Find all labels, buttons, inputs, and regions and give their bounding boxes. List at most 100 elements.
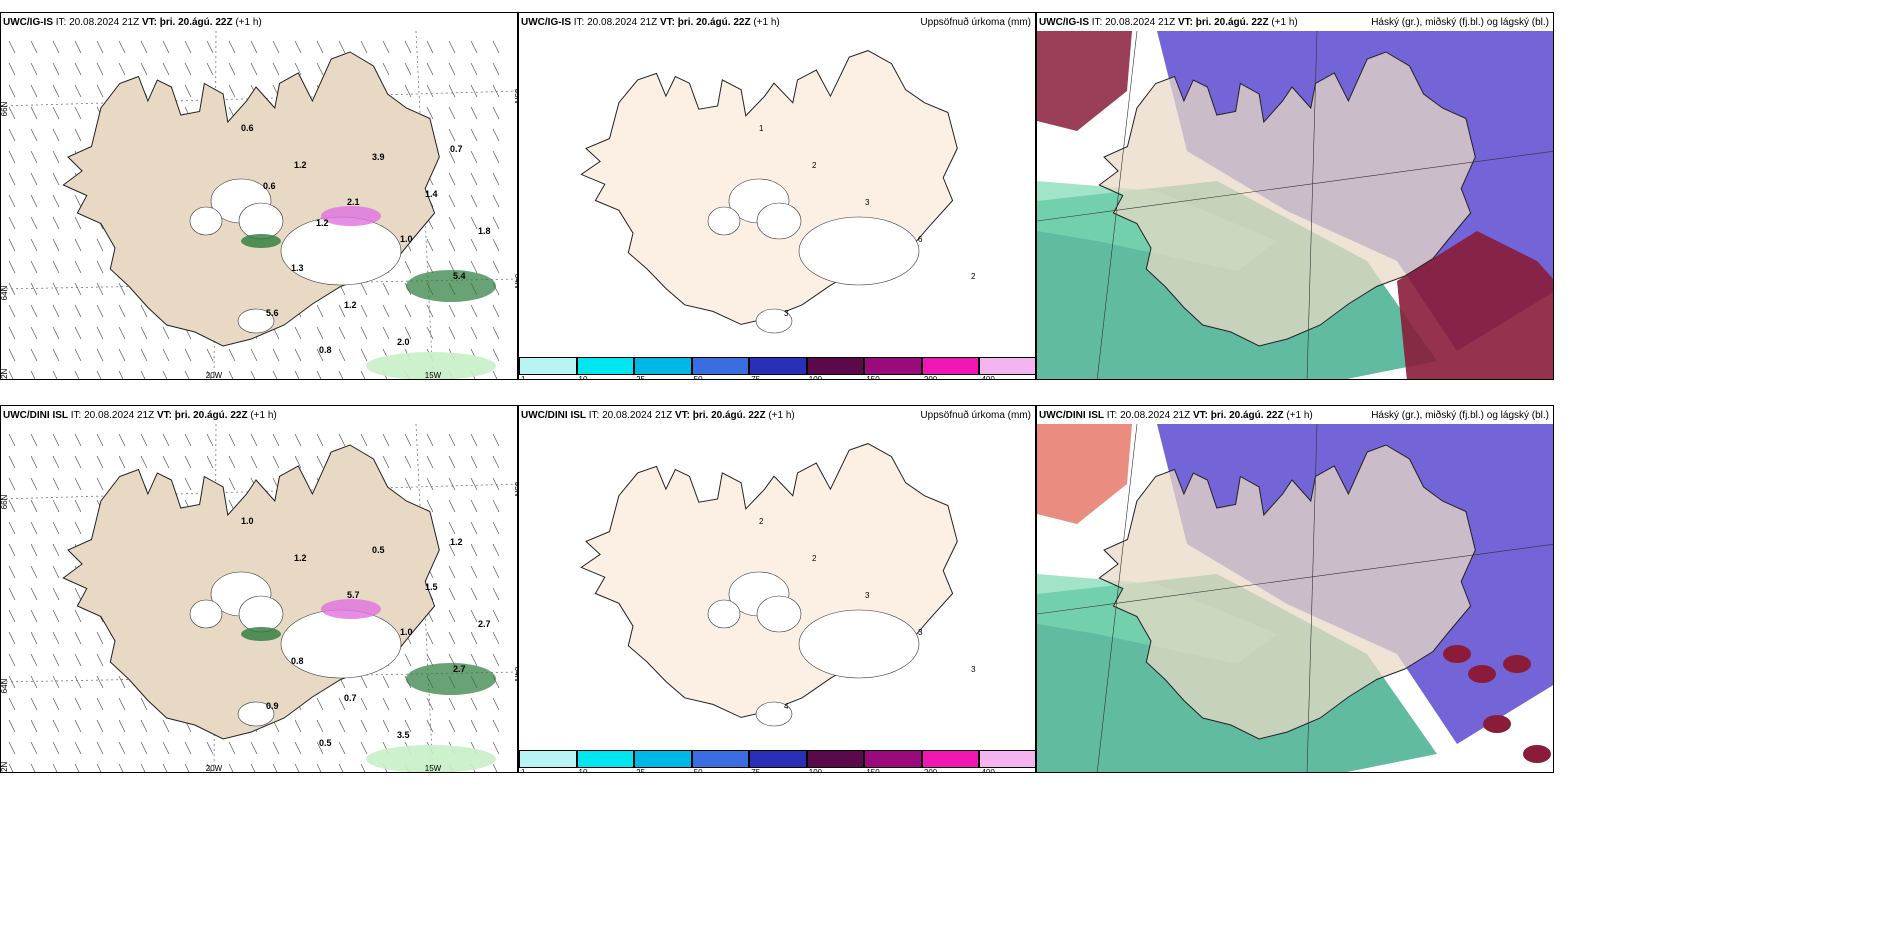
wind-barb <box>30 172 38 186</box>
wind-barb <box>8 433 16 447</box>
wind-barb <box>294 40 302 54</box>
wind-barb <box>96 477 104 491</box>
wind-barb <box>426 238 434 252</box>
map-panel-cloud: UWC/IG-IS IT: 20.08.2024 21Z VT: þri. 20… <box>1036 12 1554 380</box>
colorbar-swatch <box>864 357 922 375</box>
glacier <box>280 216 402 286</box>
wind-barb <box>96 653 104 667</box>
wind-barb <box>8 631 16 645</box>
wind-barb <box>30 282 38 296</box>
wind-barb <box>8 150 16 164</box>
wind-barb <box>448 62 456 76</box>
wind-barb <box>52 40 60 54</box>
value-label: 6 <box>918 235 923 244</box>
wind-barb <box>206 741 214 755</box>
lon-label: 20W <box>206 371 223 380</box>
wind-barb <box>140 697 148 711</box>
graticule-line <box>1306 31 1318 379</box>
wind-barb <box>272 40 280 54</box>
wind-barb <box>8 304 16 318</box>
wind-barb <box>162 62 170 76</box>
valid-time: þri. 20.ágú. 22Z <box>692 410 766 421</box>
high-cloud-patch <box>1443 645 1471 663</box>
graticule-line <box>1037 543 1553 615</box>
wind-barb <box>30 653 38 667</box>
wind-barb <box>470 304 478 318</box>
value-label: 3 <box>865 591 870 600</box>
wind-barb <box>448 697 456 711</box>
wind-barb <box>118 348 126 362</box>
wind-barb <box>492 763 498 772</box>
panel-title: UWC/DINI ISL IT: 20.08.2024 21Z VT: þri.… <box>521 410 795 421</box>
colorbar-tick: 400 <box>981 375 995 380</box>
glacier <box>238 595 284 633</box>
wind-barb <box>228 62 236 76</box>
wind-barb <box>96 326 104 340</box>
wind-barb <box>184 40 192 54</box>
wind-barb <box>30 433 38 447</box>
model-name: UWC/DINI ISL <box>1039 410 1104 421</box>
wind-barb <box>96 631 104 645</box>
wind-barb <box>492 106 500 120</box>
value-label: 0.9 <box>266 701 279 711</box>
wind-barb <box>118 433 126 447</box>
wind-barb <box>52 697 60 711</box>
wind-barb <box>426 719 434 733</box>
wind-barb <box>8 499 16 513</box>
map-panel-wind: UWC/IG-IS IT: 20.08.2024 21Z VT: þri. 20… <box>0 12 518 380</box>
value-label: 0.8 <box>291 656 304 666</box>
wind-barb <box>52 675 60 689</box>
init-time: 20.08.2024 21Z <box>69 17 140 28</box>
value-label: 3.5 <box>397 730 410 740</box>
wind-barb <box>8 741 16 755</box>
wind-barb <box>426 631 434 645</box>
wind-barb <box>8 84 16 98</box>
field-title: Háský (gr.), miðský (fj.bl.) og lágský (… <box>1371 17 1549 28</box>
wind-barb <box>228 741 236 755</box>
wind-barb <box>52 719 60 733</box>
wind-barb <box>426 40 434 54</box>
wind-barb <box>162 326 170 340</box>
wind-barb <box>162 370 168 379</box>
wind-barb <box>492 719 500 733</box>
wind-barb <box>404 697 412 711</box>
wind-barb <box>30 499 38 513</box>
wind-barb <box>360 370 366 379</box>
wind-barb <box>162 763 168 772</box>
wind-barb <box>448 587 456 601</box>
colorbar-swatch <box>806 357 865 375</box>
colorbar-tick: 1 <box>521 768 526 773</box>
wind-barb <box>338 326 346 340</box>
wind-barb <box>250 370 256 379</box>
map-canvas: 66N64N62N65N64N20W15W0.61.22.11.05.45.60… <box>1 31 517 380</box>
wind-barb <box>382 326 390 340</box>
colorbar-tick: 200 <box>923 375 938 380</box>
wind-barb <box>52 631 60 645</box>
wind-barb <box>426 62 434 76</box>
wind-barb <box>74 282 82 296</box>
wind-barb <box>96 697 104 711</box>
graticule-line <box>1 90 517 107</box>
wind-barb <box>470 521 478 535</box>
wind-barb <box>470 172 478 186</box>
wind-barb <box>382 719 390 733</box>
value-label: 2 <box>759 517 764 526</box>
wind-barb <box>52 216 60 230</box>
colorbar-tick: 25 <box>636 768 646 773</box>
lead-time: (+1 h) <box>765 410 795 421</box>
graticule-line <box>1096 424 1138 772</box>
wind-barb <box>250 433 258 447</box>
wind-barb <box>426 455 434 469</box>
wind-barb <box>404 304 412 318</box>
colorbar-tick: 25 <box>636 375 646 380</box>
panel-title: UWC/IG-IS IT: 20.08.2024 21Z VT: þri. 20… <box>521 17 780 28</box>
wind-barb <box>96 433 104 447</box>
glacier <box>756 595 802 633</box>
wind-barb <box>492 543 500 557</box>
wind-barb <box>316 763 322 772</box>
wind-barb <box>52 587 60 601</box>
wind-barb <box>52 433 60 447</box>
wind-barb <box>338 40 346 54</box>
wind-barb <box>162 719 170 733</box>
wind-barb <box>448 304 456 318</box>
